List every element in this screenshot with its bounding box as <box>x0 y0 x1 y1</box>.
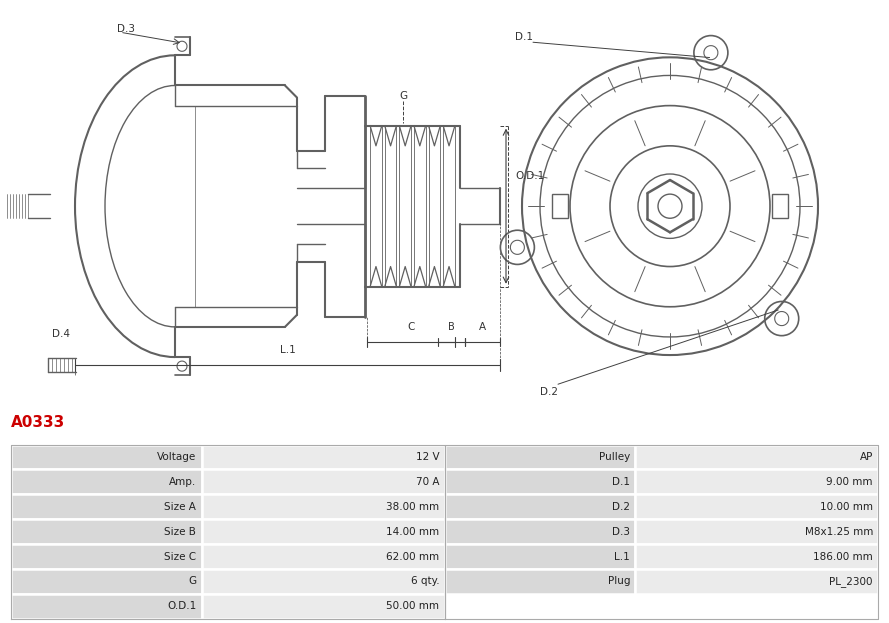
FancyBboxPatch shape <box>202 544 444 569</box>
Text: D.2: D.2 <box>540 388 558 397</box>
Text: D.3: D.3 <box>612 526 630 536</box>
Text: Pulley: Pulley <box>599 452 630 462</box>
Text: PL_2300: PL_2300 <box>829 576 873 587</box>
FancyBboxPatch shape <box>202 519 444 544</box>
Text: 50.00 mm: 50.00 mm <box>386 601 439 611</box>
Bar <box>772 194 788 218</box>
Text: D.4: D.4 <box>52 329 70 339</box>
Text: G: G <box>188 576 196 586</box>
FancyBboxPatch shape <box>202 445 444 470</box>
Text: 38.00 mm: 38.00 mm <box>386 502 439 511</box>
Text: A: A <box>479 322 486 332</box>
FancyBboxPatch shape <box>636 519 878 544</box>
Text: L.1: L.1 <box>614 551 630 561</box>
FancyBboxPatch shape <box>636 494 878 519</box>
Bar <box>552 194 568 218</box>
FancyBboxPatch shape <box>202 569 444 594</box>
Text: D.1: D.1 <box>612 477 630 487</box>
FancyBboxPatch shape <box>202 594 444 619</box>
FancyBboxPatch shape <box>11 470 202 494</box>
Text: M8x1.25 mm: M8x1.25 mm <box>805 526 873 536</box>
Text: 12 V: 12 V <box>415 452 439 462</box>
Text: 9.00 mm: 9.00 mm <box>827 477 873 487</box>
FancyBboxPatch shape <box>636 569 878 594</box>
Text: AP: AP <box>860 452 873 462</box>
Text: O.D.1: O.D.1 <box>515 171 544 181</box>
FancyBboxPatch shape <box>444 494 636 519</box>
Text: 186.00 mm: 186.00 mm <box>813 551 873 561</box>
FancyBboxPatch shape <box>444 569 636 594</box>
FancyBboxPatch shape <box>11 569 202 594</box>
Text: L.1: L.1 <box>280 345 295 355</box>
Text: 14.00 mm: 14.00 mm <box>386 526 439 536</box>
Text: 70 A: 70 A <box>416 477 439 487</box>
Text: O.D.1: O.D.1 <box>167 601 196 611</box>
FancyBboxPatch shape <box>11 445 202 470</box>
FancyBboxPatch shape <box>444 519 636 544</box>
FancyBboxPatch shape <box>11 594 202 619</box>
Text: Plug: Plug <box>607 576 630 586</box>
Text: Amp.: Amp. <box>169 477 196 487</box>
Text: 10.00 mm: 10.00 mm <box>820 502 873 511</box>
FancyBboxPatch shape <box>11 494 202 519</box>
Text: 6 qty.: 6 qty. <box>411 576 439 586</box>
FancyBboxPatch shape <box>636 544 878 569</box>
Text: A0333: A0333 <box>11 414 65 429</box>
Text: C: C <box>407 322 414 332</box>
FancyBboxPatch shape <box>202 470 444 494</box>
FancyBboxPatch shape <box>11 544 202 569</box>
FancyBboxPatch shape <box>444 445 636 470</box>
Text: D.2: D.2 <box>612 502 630 511</box>
Text: G: G <box>399 90 407 100</box>
Text: B: B <box>448 322 455 332</box>
Text: D.3: D.3 <box>117 24 135 34</box>
Text: 62.00 mm: 62.00 mm <box>386 551 439 561</box>
Text: D.1: D.1 <box>515 32 533 42</box>
FancyBboxPatch shape <box>444 470 636 494</box>
Text: Size B: Size B <box>164 526 196 536</box>
FancyBboxPatch shape <box>444 544 636 569</box>
FancyBboxPatch shape <box>11 519 202 544</box>
Text: Voltage: Voltage <box>157 452 196 462</box>
Text: Size C: Size C <box>164 551 196 561</box>
Text: Size A: Size A <box>164 502 196 511</box>
FancyBboxPatch shape <box>636 445 878 470</box>
FancyBboxPatch shape <box>202 494 444 519</box>
FancyBboxPatch shape <box>636 470 878 494</box>
